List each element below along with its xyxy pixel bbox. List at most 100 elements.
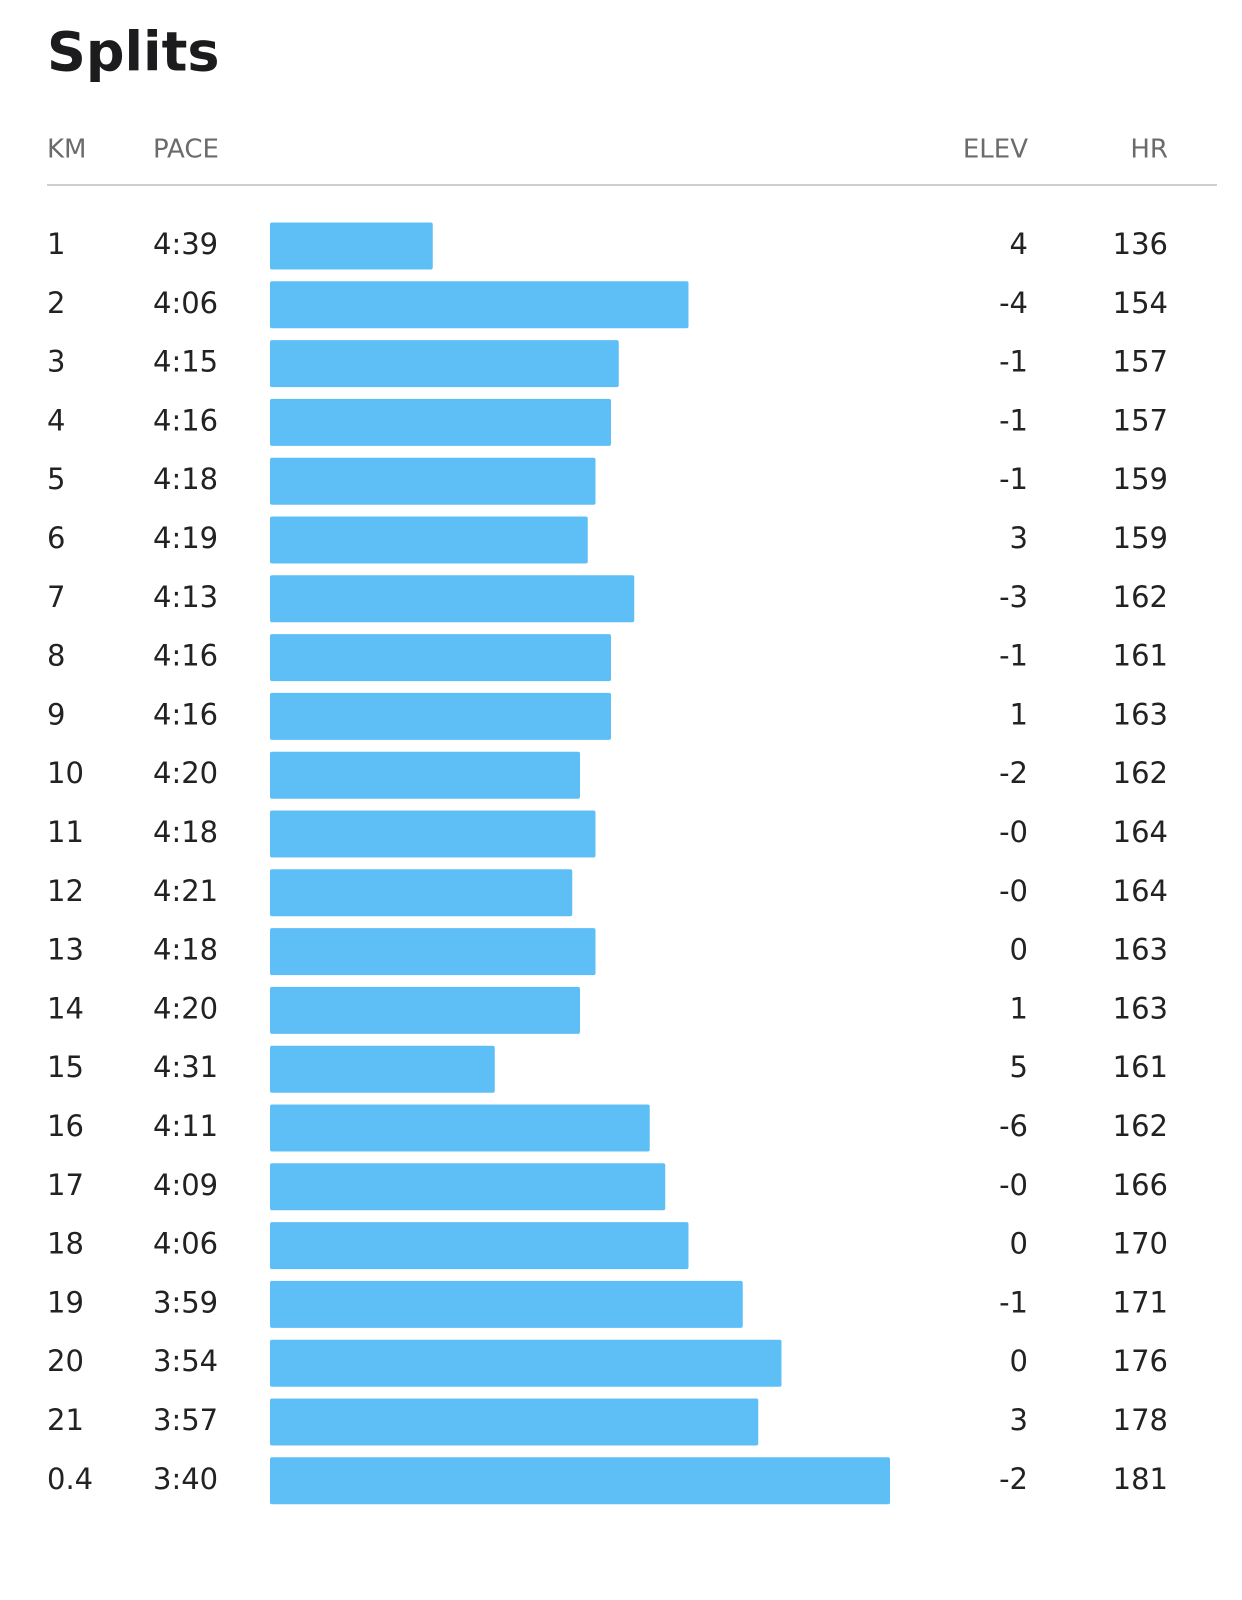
hr: 161 bbox=[1113, 1050, 1168, 1084]
pace: 4:16 bbox=[153, 403, 218, 437]
pace-bar bbox=[270, 1045, 495, 1093]
km: 2 bbox=[47, 286, 65, 320]
hr: 163 bbox=[1113, 991, 1168, 1025]
hr: 159 bbox=[1113, 521, 1168, 555]
elev: 0 bbox=[1010, 933, 1028, 967]
pace: 4:21 bbox=[153, 874, 218, 908]
km: 18 bbox=[47, 1227, 84, 1261]
elev: -1 bbox=[999, 345, 1028, 379]
hr: 163 bbox=[1113, 933, 1168, 967]
elev: 3 bbox=[1010, 521, 1028, 555]
km: 4 bbox=[47, 403, 65, 437]
hr: 161 bbox=[1113, 639, 1168, 673]
hr: 171 bbox=[1113, 1285, 1168, 1319]
pace-bar bbox=[270, 575, 635, 623]
km: 1 bbox=[47, 227, 65, 261]
pace: 4:18 bbox=[153, 933, 218, 967]
km: 9 bbox=[47, 697, 65, 731]
pace: 4:09 bbox=[153, 1168, 218, 1202]
pace-bar bbox=[270, 340, 619, 388]
km: 17 bbox=[47, 1168, 84, 1202]
km: 20 bbox=[47, 1344, 84, 1378]
hr: 164 bbox=[1113, 874, 1168, 908]
pace-bar bbox=[270, 1398, 759, 1446]
pace-bar bbox=[270, 634, 611, 682]
col-header: HR bbox=[1130, 135, 1168, 165]
pace: 4:16 bbox=[153, 697, 218, 731]
hr: 164 bbox=[1113, 815, 1168, 849]
hr: 166 bbox=[1113, 1168, 1168, 1202]
hr: 162 bbox=[1113, 756, 1168, 790]
km: 11 bbox=[47, 815, 84, 849]
pace-bar bbox=[270, 751, 580, 799]
elev: 3 bbox=[1010, 1403, 1028, 1437]
pace: 3:40 bbox=[153, 1462, 218, 1496]
elev: -2 bbox=[999, 756, 1028, 790]
hr: 154 bbox=[1113, 286, 1168, 320]
hr: 176 bbox=[1113, 1344, 1168, 1378]
pace: 4:19 bbox=[153, 521, 218, 555]
elev: -3 bbox=[999, 580, 1028, 614]
hr: 163 bbox=[1113, 697, 1168, 731]
km: 19 bbox=[47, 1285, 84, 1319]
pace-bar bbox=[270, 1222, 689, 1270]
pace: 4:06 bbox=[153, 1227, 218, 1261]
elev: -0 bbox=[999, 1168, 1028, 1202]
pace: 4:18 bbox=[153, 462, 218, 496]
pace: 4:31 bbox=[153, 1050, 218, 1084]
pace: 4:13 bbox=[153, 580, 218, 614]
elev: -0 bbox=[999, 874, 1028, 908]
pace-bar bbox=[270, 457, 596, 505]
hr: 181 bbox=[1113, 1462, 1168, 1496]
km: 8 bbox=[47, 639, 65, 673]
km: 10 bbox=[47, 756, 84, 790]
hr: 162 bbox=[1113, 580, 1168, 614]
hr: 159 bbox=[1113, 462, 1168, 496]
col-header: KM bbox=[47, 135, 86, 165]
elev: 5 bbox=[1010, 1050, 1028, 1084]
pace-bar bbox=[270, 398, 611, 446]
hr: 162 bbox=[1113, 1109, 1168, 1143]
pace-bar bbox=[270, 281, 689, 329]
col-header: PACE bbox=[153, 135, 219, 165]
elev: -4 bbox=[999, 286, 1028, 320]
pace-bar bbox=[270, 1339, 782, 1387]
elev: 1 bbox=[1010, 991, 1028, 1025]
hr: 136 bbox=[1113, 227, 1168, 261]
pace-bar bbox=[270, 222, 433, 270]
pace-bar bbox=[270, 986, 580, 1034]
km: 5 bbox=[47, 462, 65, 496]
pace-bar bbox=[270, 1280, 743, 1328]
elev: -1 bbox=[999, 639, 1028, 673]
elev: -1 bbox=[999, 403, 1028, 437]
elev: 1 bbox=[1010, 697, 1028, 731]
pace: 4:06 bbox=[153, 286, 218, 320]
pace-bar bbox=[270, 516, 588, 564]
elev: -6 bbox=[999, 1109, 1028, 1143]
elev: 4 bbox=[1010, 227, 1028, 261]
pace: 4:20 bbox=[153, 756, 218, 790]
hr: 178 bbox=[1113, 1403, 1168, 1437]
hr: 157 bbox=[1113, 403, 1168, 437]
elev: 0 bbox=[1010, 1344, 1028, 1378]
pace-bar bbox=[270, 1163, 666, 1211]
km: 0.4 bbox=[47, 1462, 93, 1496]
pace: 3:59 bbox=[153, 1285, 218, 1319]
hr: 157 bbox=[1113, 345, 1168, 379]
km: 13 bbox=[47, 933, 84, 967]
elev: -1 bbox=[999, 1285, 1028, 1319]
km: 12 bbox=[47, 874, 84, 908]
pace-bar bbox=[270, 1104, 650, 1152]
pace-bar bbox=[270, 810, 596, 858]
km: 7 bbox=[47, 580, 65, 614]
title: Splits bbox=[47, 21, 220, 84]
pace: 3:54 bbox=[153, 1344, 218, 1378]
pace: 4:18 bbox=[153, 815, 218, 849]
pace-bar bbox=[270, 1457, 890, 1505]
pace: 4:11 bbox=[153, 1109, 218, 1143]
elev: -1 bbox=[999, 462, 1028, 496]
pace-bar bbox=[270, 928, 596, 976]
km: 14 bbox=[47, 991, 84, 1025]
km: 16 bbox=[47, 1109, 84, 1143]
